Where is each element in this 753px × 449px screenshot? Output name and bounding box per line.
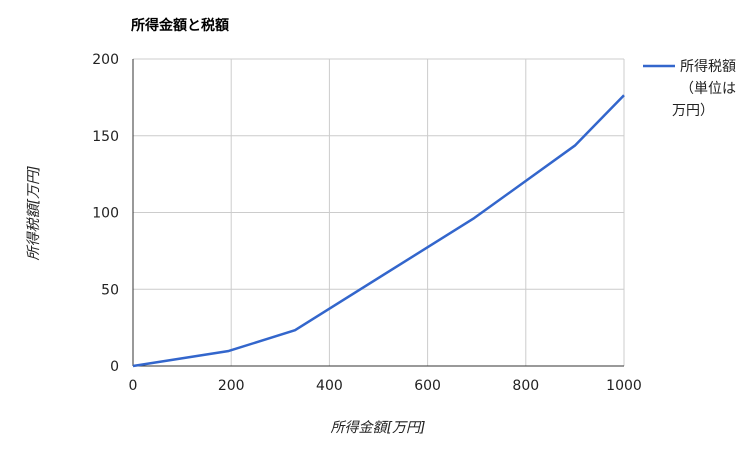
chart-title: 所得金額と税額	[131, 17, 229, 34]
y-axis-label: 所得税額[万円]	[26, 166, 42, 261]
legend-line-2: （単位は	[680, 81, 736, 97]
y-tick-label: 0	[110, 359, 119, 375]
grid-lines	[133, 58, 625, 366]
axes	[132, 59, 624, 367]
x-axis-label: 所得金額[万円]	[331, 420, 426, 436]
y-tick-label: 200	[92, 52, 119, 68]
x-tick-label: 0	[129, 378, 138, 394]
y-tick-label: 50	[101, 282, 119, 298]
x-tick-label: 800	[512, 378, 539, 394]
y-tick-labels: 0 50 100 150 200	[92, 52, 119, 375]
x-tick-label: 600	[414, 378, 441, 394]
legend-line-3: 万円）	[672, 103, 714, 119]
y-tick-label: 150	[92, 129, 119, 145]
series-line	[132, 94, 625, 368]
legend: 所得税額 （単位は 万円）	[643, 58, 736, 119]
x-tick-label: 1000	[606, 378, 642, 394]
y-tick-label: 100	[92, 206, 119, 222]
legend-line-1: 所得税額	[680, 58, 736, 75]
x-tick-label: 400	[316, 378, 343, 394]
x-tick-label: 200	[218, 378, 245, 394]
x-tick-labels: 0 200 400 600 800 1000	[129, 378, 642, 394]
series-group	[132, 94, 625, 368]
